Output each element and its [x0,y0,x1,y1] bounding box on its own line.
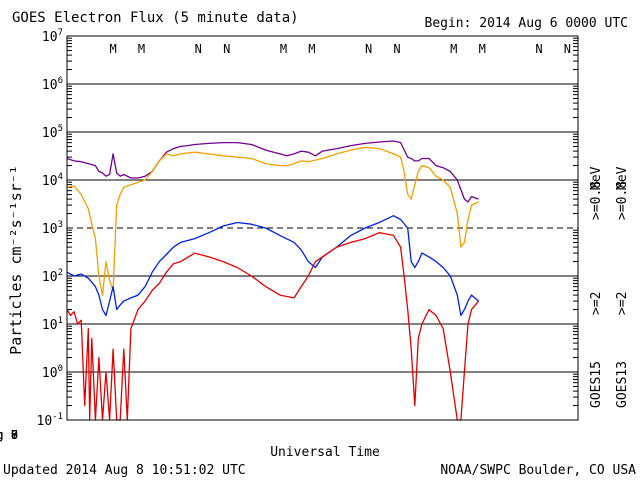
y-tick-label: 101 [42,316,63,333]
sensor-marker: M [479,42,486,56]
legend-unit: MeV [589,166,604,190]
legend-item: >=2 [615,292,630,315]
chart-title: GOES Electron Flux (5 minute data) [12,10,299,26]
y-tick-label: 106 [42,76,63,93]
series-line [66,140,479,203]
x-tick-label: Aug 8 [0,428,18,442]
legend-item: >=0.8 [589,181,604,220]
x-tick-label: Aug 6 [0,428,18,442]
sensor-marker: N [393,42,400,56]
sensor-marker: M [280,42,287,56]
sensor-marker: M [138,42,145,56]
legend-group-label: GOES13 [615,361,630,408]
y-tick-label: 107 [42,28,63,45]
y-tick-label: 104 [42,172,63,189]
updated-timestamp: Updated 2014 Aug 8 10:51:02 UTC [3,463,246,478]
legend-unit: MeV [615,166,630,190]
sensor-marker: M [110,42,117,56]
y-tick-label: 105 [42,124,63,141]
legend-item: >=2 [589,292,604,315]
sensor-marker: N [365,42,372,56]
y-tick-label: 100 [42,364,63,381]
x-axis-label: Universal Time [270,445,380,460]
y-axis-label: Particles cm⁻²s⁻¹sr⁻¹ [7,165,25,355]
legend-item: >=0.8 [615,181,630,220]
sensor-marker: N [223,42,230,56]
x-tick-label: Aug 7 [0,428,18,442]
series-line [66,146,479,296]
series-line [66,215,480,317]
credit-label: NOAA/SWPC Boulder, CO USA [440,463,636,478]
plot-frame [66,35,579,421]
sensor-marker: N [195,42,202,56]
sensor-marker: N [564,42,571,56]
sensor-marker: N [535,42,542,56]
sensor-marker: M [450,42,457,56]
legend-group-label: GOES15 [589,361,604,408]
begin-label: Begin: 2014 Aug 6 0000 UTC [425,16,629,31]
sensor-marker: M [308,42,315,56]
x-tick-labels: Aug 6Aug 7Aug 8Aug 9 [0,428,18,442]
grid [67,35,578,421]
series-lines [66,140,480,421]
y-tick-label: 103 [42,220,63,237]
x-tick-label: Aug 9 [0,428,18,442]
y-tick-label: 10-1 [37,412,64,429]
y-tick-labels: 107 106 105 104 103 102 101 100 10-1 [37,28,64,429]
y-tick-label: 102 [42,268,63,285]
series-line [66,232,480,421]
